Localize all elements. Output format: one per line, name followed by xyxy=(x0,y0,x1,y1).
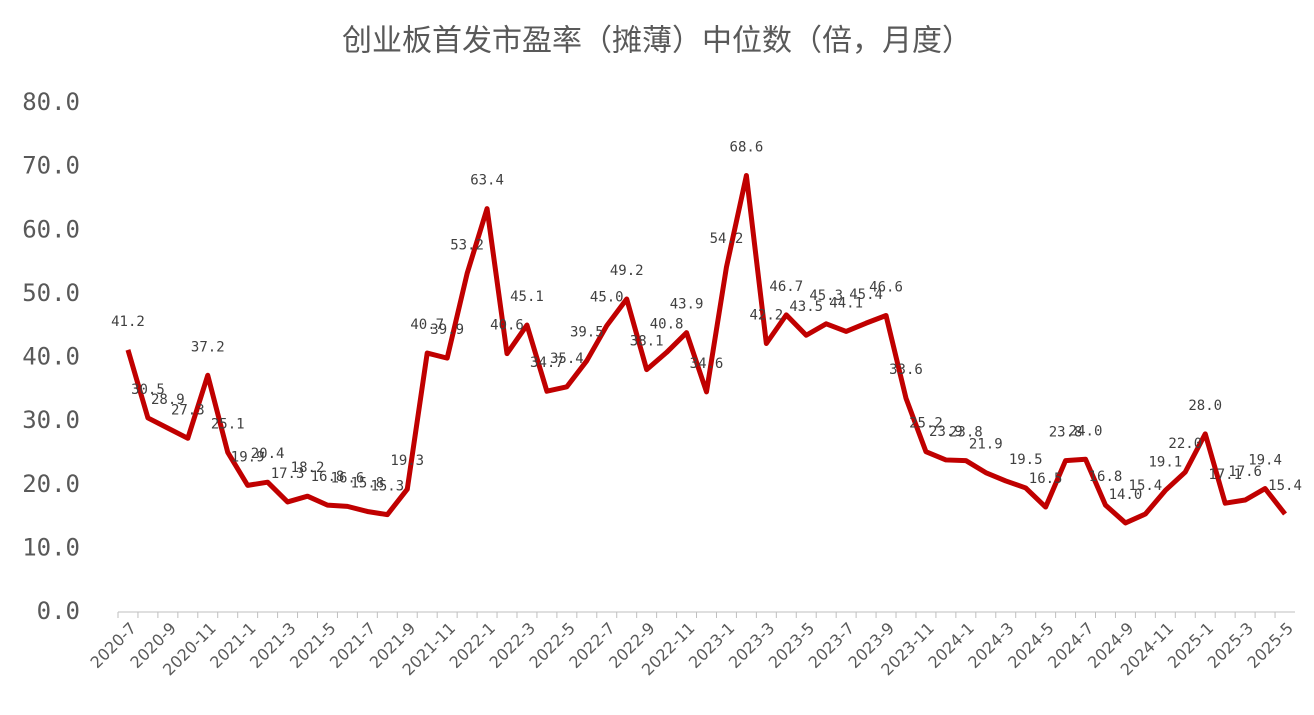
value-label: 53.2 xyxy=(450,238,484,254)
line xyxy=(125,173,1287,526)
value-label: 21.9 xyxy=(969,437,1003,453)
value-label: 16.8 xyxy=(1089,469,1123,485)
value-label: 45.3 xyxy=(809,288,843,304)
value-label: 18.2 xyxy=(291,460,325,476)
value-label: 44.1 xyxy=(829,295,863,311)
value-label: 42.2 xyxy=(749,308,783,324)
y-tick-label: 30.0 xyxy=(22,406,80,434)
chart-title: 创业板首发市盈率（摊薄）中位数（倍，月度） xyxy=(342,24,972,59)
value-label: 19.1 xyxy=(1148,454,1182,470)
value-label: 17.3 xyxy=(271,466,305,482)
value-label: 27.3 xyxy=(171,402,205,418)
value-label: 25.1 xyxy=(211,416,245,432)
value-label: 46.7 xyxy=(769,279,803,295)
y-tick-label: 60.0 xyxy=(22,215,80,243)
value-label: 40.6 xyxy=(490,318,524,334)
value-label: 15.3 xyxy=(370,479,404,495)
value-label: 15.4 xyxy=(1268,478,1302,494)
value-label: 24.0 xyxy=(1069,423,1103,439)
value-label: 39.5 xyxy=(570,325,604,341)
value-label: 35.4 xyxy=(550,351,584,367)
value-label: 28.9 xyxy=(151,392,185,408)
value-label: 34.6 xyxy=(690,356,724,372)
value-label: 14.0 xyxy=(1109,487,1143,503)
value-label: 37.2 xyxy=(191,339,225,355)
value-label: 16.5 xyxy=(1029,471,1063,487)
value-label: 46.6 xyxy=(869,280,903,296)
value-label: 43.5 xyxy=(789,299,823,315)
y-tick-label: 50.0 xyxy=(22,279,80,307)
value-label: 16.8 xyxy=(311,469,345,485)
value-label: 43.9 xyxy=(670,297,704,313)
value-label: 39.9 xyxy=(430,322,464,338)
value-label: 45.4 xyxy=(849,287,883,303)
value-label: 40.8 xyxy=(650,316,684,332)
y-tick-label: 10.0 xyxy=(22,533,80,561)
value-label: 45.0 xyxy=(590,290,624,306)
value-label: 22.0 xyxy=(1168,436,1202,452)
value-label: 68.6 xyxy=(730,140,764,156)
value-label: 25.2 xyxy=(909,416,943,432)
value-label: 19.3 xyxy=(390,453,424,469)
value-label: 20.4 xyxy=(251,446,285,462)
value-label: 19.9 xyxy=(231,449,265,465)
value-label: 49.2 xyxy=(610,263,644,279)
value-label: 15.8 xyxy=(351,475,385,491)
y-tick-label: 70.0 xyxy=(22,152,80,180)
y-tick-label: 20.0 xyxy=(22,470,80,498)
y-tick-label: 80.0 xyxy=(22,88,80,116)
value-label: 33.6 xyxy=(889,362,923,378)
value-label: 34.7 xyxy=(530,355,564,371)
value-label: 28.0 xyxy=(1188,398,1222,414)
value-label: 23.9 xyxy=(929,424,963,440)
value-label: 38.1 xyxy=(630,334,664,350)
value-label: 16.6 xyxy=(331,470,365,486)
value-label: 19.5 xyxy=(1009,452,1043,468)
value-label: 45.1 xyxy=(510,289,544,305)
value-label: 54.2 xyxy=(710,231,744,247)
value-label: 63.4 xyxy=(470,173,504,189)
value-label: 23.8 xyxy=(949,425,983,441)
value-label: 41.2 xyxy=(111,314,145,330)
value-label: 17.6 xyxy=(1228,464,1262,480)
y-tick-label: 0.0 xyxy=(37,597,80,625)
value-label: 23.8 xyxy=(1049,425,1083,441)
value-label: 19.4 xyxy=(1248,453,1282,469)
value-label: 40.7 xyxy=(410,317,444,333)
value-label: 15.4 xyxy=(1129,478,1163,494)
y-tick-label: 40.0 xyxy=(22,343,80,371)
value-label: 30.5 xyxy=(131,382,165,398)
value-label: 17.1 xyxy=(1208,467,1242,483)
